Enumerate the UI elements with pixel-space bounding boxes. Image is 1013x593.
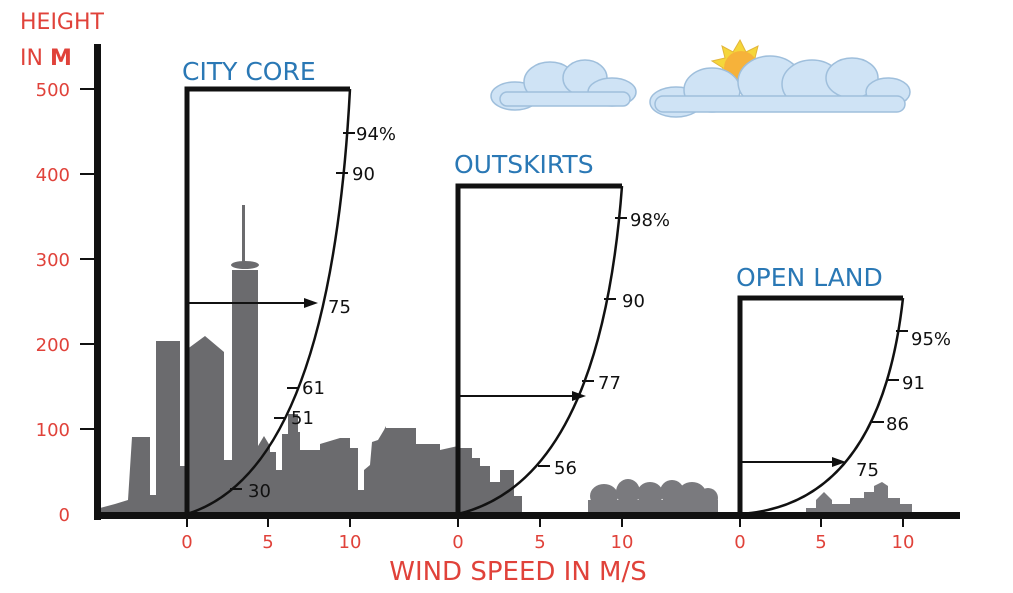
- x-axis-line: [94, 512, 960, 519]
- wind-profile-curve: [186, 88, 352, 516]
- zone-title: CITY CORE: [182, 57, 316, 86]
- open-land-zone: OPEN LAND 95% 91 86 75 0 5 10: [734, 263, 951, 553]
- x-tick-label: 0: [734, 532, 745, 553]
- arrowhead-icon: [304, 298, 318, 308]
- axes: [80, 44, 960, 520]
- profile-label: 51: [291, 408, 314, 429]
- cloud-icon: [649, 55, 911, 118]
- y-tick-label: 100: [36, 420, 70, 441]
- y-axis-title-line2: IN M: [20, 46, 72, 71]
- x-tick-label: 5: [534, 532, 545, 553]
- y-tick-label: 400: [36, 165, 70, 186]
- x-tick-label: 10: [892, 532, 915, 553]
- trees-skyline: [588, 479, 718, 514]
- profile-label: 56: [554, 458, 577, 479]
- profile-label: 94%: [356, 124, 396, 145]
- x-tick-label: 5: [815, 532, 826, 553]
- x-tick-label: 10: [611, 532, 634, 553]
- small-town-skyline: [806, 482, 912, 514]
- profile-label: 75: [856, 460, 879, 481]
- wind-profile-curve: [739, 297, 905, 516]
- y-axis-title-line1: HEIGHT: [20, 10, 105, 35]
- profile-label: 95%: [911, 329, 951, 350]
- zone-title: OPEN LAND: [736, 263, 883, 292]
- x-tick-label: 5: [262, 532, 273, 553]
- zone-frame: [184, 86, 350, 514]
- profile-label: 98%: [630, 210, 670, 231]
- profile-label: 61: [302, 378, 325, 399]
- profile-label: 75: [328, 297, 351, 318]
- x-tick-label: 10: [339, 532, 362, 553]
- arrowhead-icon: [572, 391, 586, 401]
- x-tick-label: 0: [452, 532, 463, 553]
- profile-label: 86: [886, 414, 909, 435]
- zone-frame: [737, 295, 903, 514]
- profile-label: 91: [902, 373, 925, 394]
- sky-decoration: [490, 38, 911, 118]
- arrowhead-icon: [832, 457, 846, 467]
- y-tick-label: 300: [36, 250, 70, 271]
- y-axis-line: [94, 44, 101, 520]
- zone-title: OUTSKIRTS: [454, 150, 594, 179]
- profile-label: 30: [248, 481, 271, 502]
- x-axis-title: WIND SPEED IN M/S: [389, 557, 647, 587]
- x-tick-label: 0: [181, 532, 192, 553]
- wind-profile-curve: [457, 185, 624, 516]
- y-tick-label: 500: [36, 80, 70, 101]
- y-tick-label: 0: [59, 505, 70, 526]
- outskirts-zone: OUTSKIRTS 98% 90 77 56 0 5 10: [452, 150, 670, 553]
- city-core-zone: CITY CORE 94% 90 75 61 51 30 0 5 10: [181, 57, 396, 553]
- cloud-icon: [490, 59, 637, 111]
- profile-label: 90: [622, 291, 645, 312]
- profile-label: 90: [352, 164, 375, 185]
- profile-label: 77: [598, 373, 621, 394]
- city-core-skyline: [100, 205, 522, 514]
- y-tick-labels: 500 400 300 200 100 0: [36, 80, 70, 526]
- y-tick-label: 200: [36, 335, 70, 356]
- zone-frame: [455, 183, 622, 514]
